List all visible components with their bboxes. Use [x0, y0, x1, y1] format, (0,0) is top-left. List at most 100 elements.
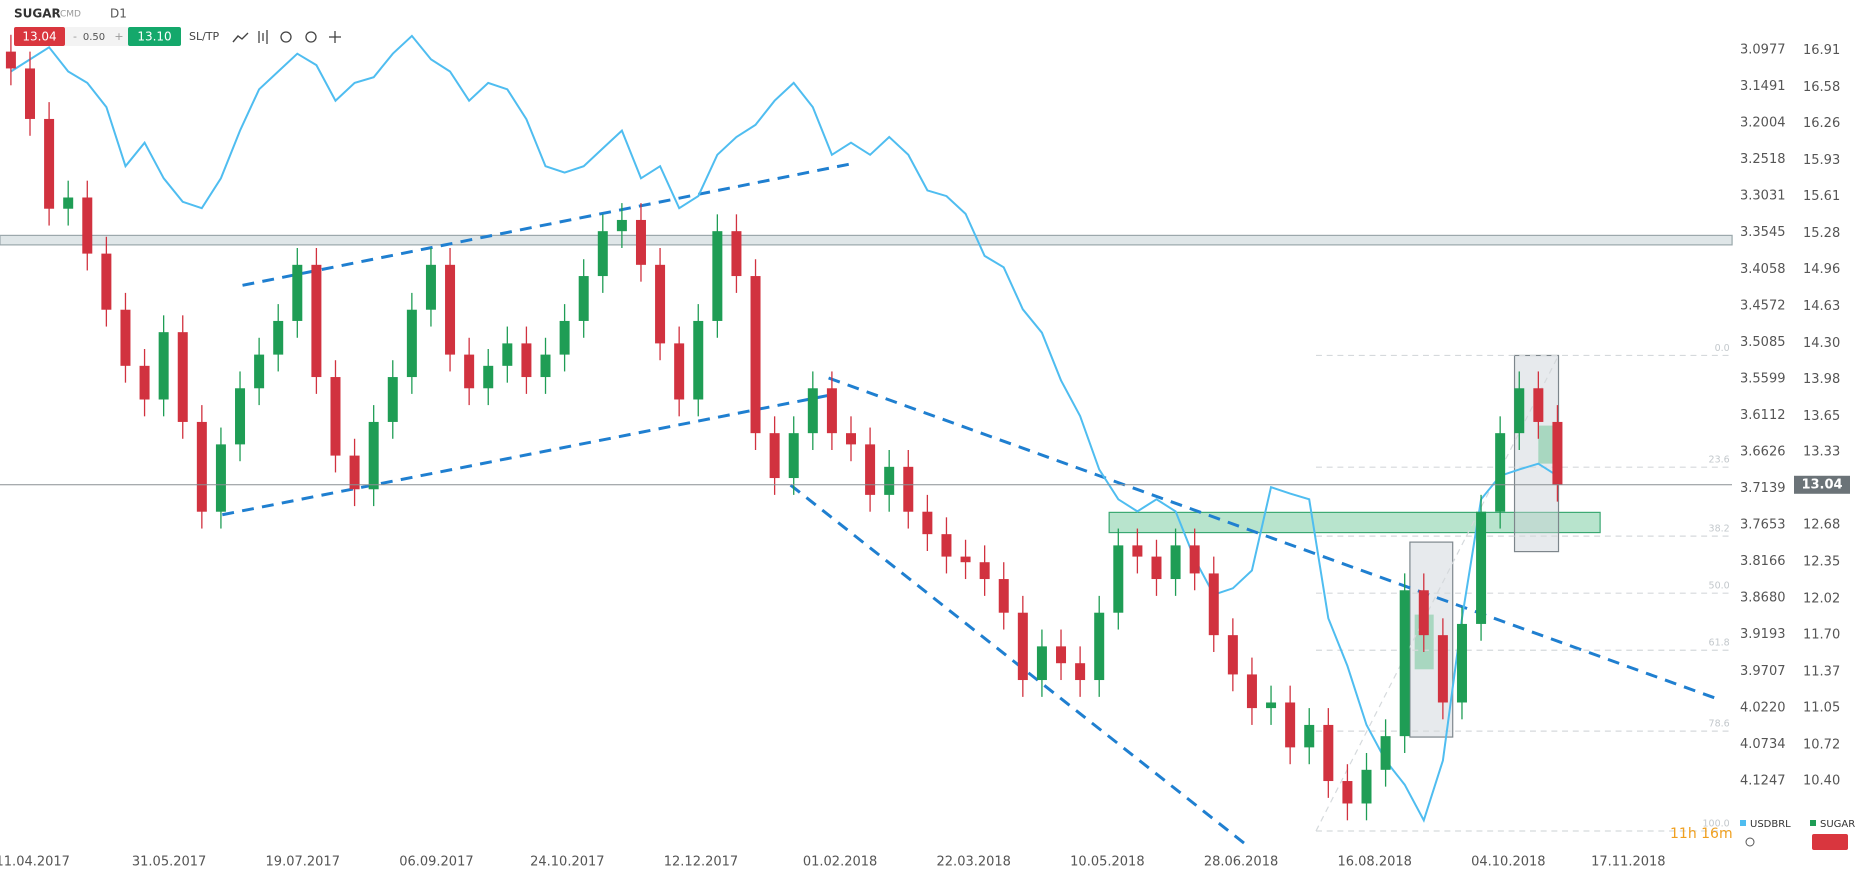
candle-body — [712, 231, 723, 321]
candle-body — [941, 534, 952, 557]
chart-type-icon[interactable] — [232, 32, 249, 43]
candle-body — [1132, 545, 1143, 557]
candle-body — [254, 354, 265, 389]
move-icon[interactable] — [329, 31, 341, 43]
candle-body — [425, 264, 436, 310]
sell-button[interactable] — [14, 27, 65, 46]
market: CMD — [60, 10, 81, 20]
candle-body — [1361, 769, 1372, 804]
buy-price[interactable]: 13.10 — [137, 30, 171, 44]
y-tick-label: 11.37 — [1803, 665, 1840, 680]
candle-body — [5, 51, 16, 69]
candle-body — [826, 388, 837, 434]
candle-body — [464, 354, 475, 389]
symbol[interactable]: SUGAR — [14, 7, 61, 21]
candle-body — [521, 343, 532, 378]
y2-tick-label: 4.0220 — [1740, 700, 1786, 715]
candle-body — [655, 264, 666, 344]
y-tick-label: 15.28 — [1803, 226, 1840, 241]
legend-swatch — [1740, 820, 1746, 826]
candle-body — [1170, 545, 1181, 580]
toolbar: SUGAR CMD D1 13.04 - 0.50 + 13.10 SL/TP — [14, 7, 341, 46]
current-price-tag — [1794, 475, 1850, 494]
candle-body — [177, 332, 188, 422]
y2-tick-label: 3.3545 — [1740, 225, 1786, 240]
y-tick-label: 16.91 — [1803, 43, 1840, 58]
y-tick-label: 12.35 — [1803, 555, 1840, 570]
candle-body — [215, 444, 226, 512]
x-tick-label: 22.03.2018 — [937, 855, 1011, 870]
spread-minus[interactable]: - — [73, 30, 77, 43]
y-tick-label: 10.72 — [1803, 738, 1840, 753]
spread-box — [65, 27, 128, 46]
candle-body — [1476, 511, 1487, 624]
legend-entry[interactable]: SUGAR — [1820, 819, 1855, 830]
spread: 0.50 — [83, 32, 105, 43]
candle-body — [998, 579, 1009, 613]
interval[interactable]: D1 — [110, 7, 127, 21]
candle-body — [25, 68, 36, 119]
y-tick-label: 12.02 — [1803, 592, 1840, 607]
candle-body — [1151, 556, 1162, 580]
candle-body — [845, 433, 856, 445]
candle-body — [273, 320, 284, 355]
candle-body — [788, 433, 799, 479]
y-tick-label: 14.96 — [1803, 262, 1840, 277]
y-tick-label: 15.93 — [1803, 153, 1840, 168]
candle-body — [960, 556, 971, 563]
candle-body — [540, 354, 551, 378]
remove-button[interactable] — [1812, 834, 1848, 850]
candle-body — [1323, 724, 1334, 782]
trend-line — [222, 393, 833, 517]
annotations: 0.0 23.6 38.2 50.0 61.8 78.6 100.0 — [0, 162, 1733, 848]
visibility-icon[interactable] — [1745, 837, 1755, 847]
candle-body — [578, 276, 589, 321]
candle-body — [158, 332, 169, 400]
y2-tick-label: 3.8680 — [1740, 591, 1786, 606]
fib-label: 100.0 — [1703, 818, 1730, 829]
y-tick-label: 11.70 — [1803, 628, 1840, 643]
candle-body — [750, 276, 761, 434]
candle-body — [1246, 674, 1257, 709]
timer: 11h 16m — [1670, 826, 1733, 842]
candle-body — [1304, 724, 1315, 748]
x-tick-label: 01.02.2018 — [803, 855, 877, 870]
candle-body — [559, 320, 570, 355]
zoom-in-icon[interactable] — [305, 31, 317, 43]
candle-body — [769, 433, 780, 479]
y-tick-label: 13.65 — [1803, 409, 1840, 424]
candle-body — [693, 320, 704, 400]
x-tick-label: 19.07.2017 — [266, 855, 340, 870]
y-tick-label: 15.61 — [1803, 189, 1840, 204]
zoom-out-icon[interactable] — [280, 31, 292, 43]
y2-tick-label: 3.4572 — [1740, 298, 1786, 313]
candle-body — [1208, 573, 1219, 636]
y2-tick-label: 3.0977 — [1740, 42, 1786, 57]
candle-body — [292, 264, 303, 321]
candle-body — [1380, 736, 1391, 770]
candle-body — [196, 421, 207, 512]
indicator-icon[interactable] — [258, 30, 268, 44]
y-tick-label: 14.30 — [1803, 336, 1840, 351]
candle-body — [1552, 421, 1563, 485]
sell-price[interactable]: 13.04 — [22, 30, 56, 44]
sltp[interactable]: SL/TP — [189, 30, 220, 43]
y2-tick-label: 3.9707 — [1740, 664, 1786, 679]
fib-label: 38.2 — [1709, 524, 1730, 535]
fib-label: 61.8 — [1709, 638, 1730, 649]
candle-body — [1056, 646, 1067, 664]
candle-body — [674, 343, 685, 400]
fib-label: 78.6 — [1709, 718, 1730, 729]
candle-body — [1437, 635, 1448, 703]
candle-body — [1342, 781, 1353, 804]
y2-tick-label: 3.3031 — [1740, 189, 1786, 204]
spread-plus[interactable]: + — [114, 30, 123, 43]
highlight-box — [1538, 425, 1557, 464]
buy-button[interactable] — [128, 27, 181, 46]
candle-body — [979, 562, 990, 580]
resistance-band — [0, 234, 1733, 246]
y2-tick-label: 4.1247 — [1740, 773, 1786, 788]
legend-entry[interactable]: USDBRL — [1750, 819, 1791, 830]
